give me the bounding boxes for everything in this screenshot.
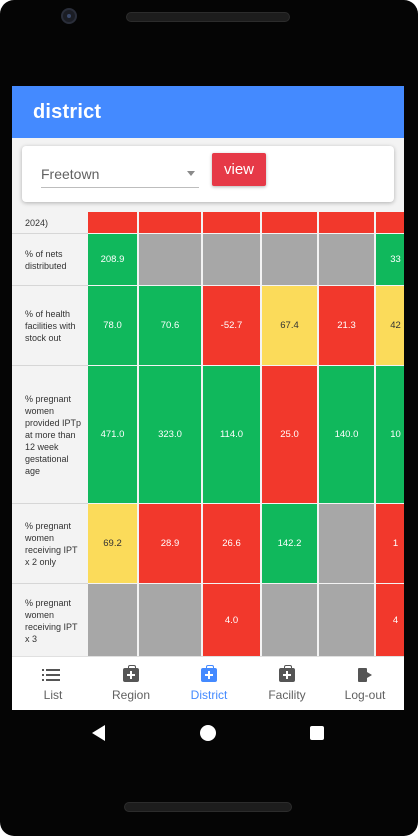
- table-cell: 21.3: [319, 286, 375, 365]
- table-cell: [376, 212, 404, 233]
- table-cell: 69.2: [88, 504, 138, 583]
- table-cell: 67.4: [262, 286, 318, 365]
- district-dropdown[interactable]: Freetown: [41, 162, 199, 188]
- top-speaker: [126, 12, 290, 22]
- table-cell: [88, 584, 138, 656]
- row-label: % of nets distributed: [12, 234, 88, 286]
- nav-label-logout: Log-out: [344, 688, 386, 702]
- app-bar: district: [12, 86, 404, 138]
- table-cell: 114.0: [203, 366, 261, 503]
- table-cell: [203, 234, 261, 285]
- view-button[interactable]: view: [212, 153, 266, 186]
- back-icon[interactable]: [92, 725, 105, 741]
- row-label: % pregnant women receiving IPT x 3: [12, 584, 88, 656]
- table-cell: 28.9: [139, 504, 202, 583]
- medkit-icon: [121, 665, 141, 685]
- bottom-speaker: [124, 802, 292, 812]
- table-cell: 78.0: [88, 286, 138, 365]
- table-cell: 26.6: [203, 504, 261, 583]
- chevron-down-icon: [187, 171, 195, 176]
- table-cell: 323.0: [139, 366, 202, 503]
- table-cell: 10: [376, 366, 404, 503]
- nav-item-district[interactable]: District: [170, 657, 248, 710]
- table-cell: 4: [376, 584, 404, 656]
- bottom-navigation: List Region District Facility: [12, 656, 404, 710]
- table-cell: 208.9: [88, 234, 138, 285]
- table-cell: [139, 234, 202, 285]
- list-icon: [42, 665, 63, 685]
- table-cell: 70.6: [139, 286, 202, 365]
- table-cell: -52.7: [203, 286, 261, 365]
- table-cell: [262, 234, 318, 285]
- medkit-icon: [277, 665, 297, 685]
- medkit-icon: [199, 665, 219, 685]
- home-icon[interactable]: [200, 725, 216, 741]
- table-cell: [262, 212, 318, 233]
- nav-label-facility: Facility: [268, 688, 306, 702]
- table-cell: [88, 212, 138, 233]
- district-dropdown-value: Freetown: [41, 166, 100, 182]
- recents-icon[interactable]: [310, 726, 324, 740]
- table-cell: [139, 584, 202, 656]
- table-cell: [319, 584, 375, 656]
- row-label: % of health facilities with stock out: [12, 286, 88, 366]
- table-cell: 4.0: [203, 584, 261, 656]
- row-label: % pregnant women provided IPTp at more t…: [12, 366, 88, 504]
- nav-item-logout[interactable]: Log-out: [326, 657, 404, 710]
- table-cell: [319, 504, 375, 583]
- table-cell: 142.2: [262, 504, 318, 583]
- table-cell: 140.0: [319, 366, 375, 503]
- table-cell: [262, 584, 318, 656]
- camera-icon: [61, 8, 77, 24]
- nav-label-list: List: [43, 688, 63, 702]
- table-cell: 42: [376, 286, 404, 365]
- table-cell: [319, 212, 375, 233]
- table-cell: [319, 234, 375, 285]
- filter-card: Freetown view: [22, 146, 394, 202]
- row-label: % pregnant women receiving IPT x 2 only: [12, 504, 88, 584]
- table-cell: 25.0: [262, 366, 318, 503]
- nav-label-district: District: [190, 688, 228, 702]
- table-cell: 1: [376, 504, 404, 583]
- system-navigation: [0, 710, 418, 756]
- table-cell: [139, 212, 202, 233]
- app-screen: district Freetown view 2024)% of nets di…: [12, 86, 404, 710]
- nav-item-region[interactable]: Region: [92, 657, 170, 710]
- nav-item-list[interactable]: List: [14, 657, 92, 710]
- nav-label-region: Region: [111, 688, 151, 702]
- page-title: district: [33, 101, 102, 123]
- table-cell: [203, 212, 261, 233]
- table-cell: 471.0: [88, 366, 138, 503]
- indicator-table[interactable]: 2024)% of nets distributed 208.9 33 % of he…: [12, 212, 404, 656]
- nav-item-facility[interactable]: Facility: [248, 657, 326, 710]
- table-cell: 33: [376, 234, 404, 285]
- row-label: 2024): [12, 212, 88, 234]
- logout-icon: [355, 665, 375, 685]
